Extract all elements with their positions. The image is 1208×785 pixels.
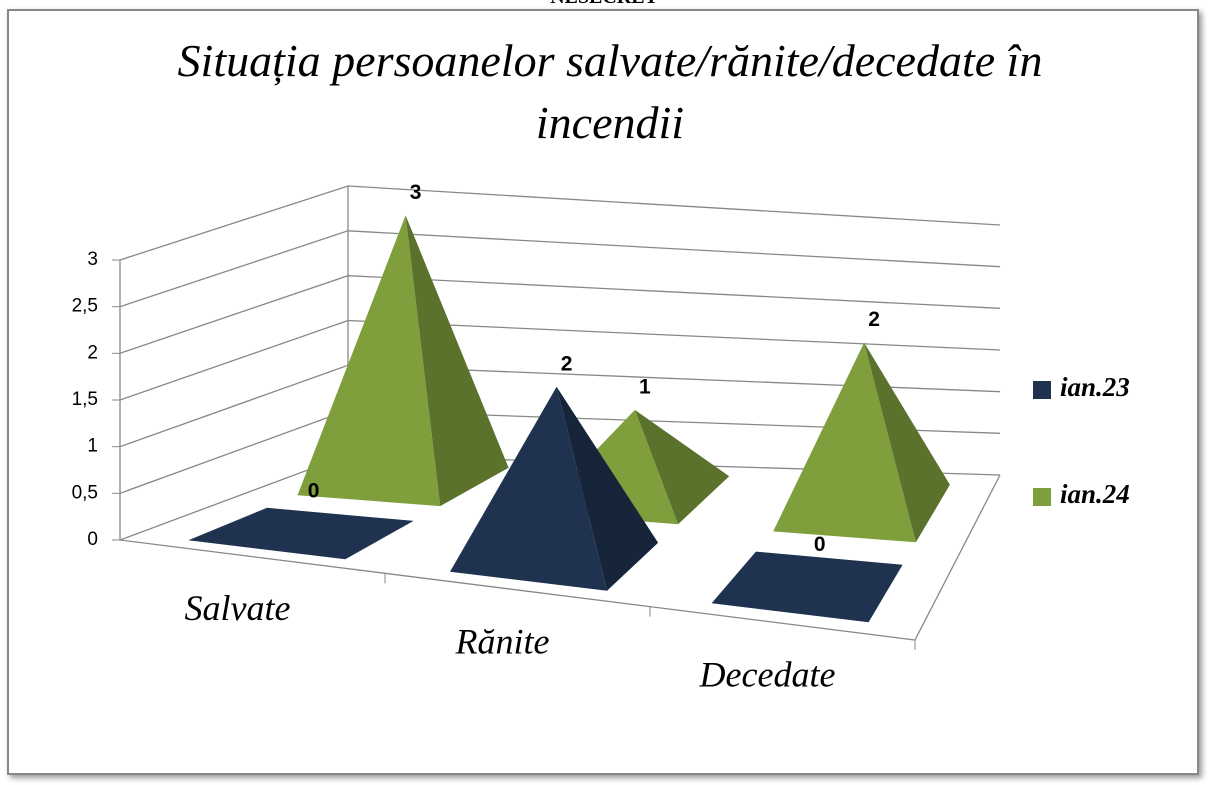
pyramid-side [634,409,730,525]
data-label: 2 [868,308,880,331]
pyramid-base [711,551,903,623]
x-tick-label: Decedate [699,655,836,695]
pyramid-base [188,507,414,560]
legend-swatch [1033,381,1051,399]
data-label: 3 [410,181,422,204]
y-tick-label: 0 [87,529,98,550]
y-tick-label: 2 [87,342,98,363]
pyramid-side [405,215,509,507]
data-label: 0 [814,533,826,556]
pyramid-side [864,342,950,543]
pyramid-face [297,215,441,507]
y-tick-label: 0,5 [72,482,98,503]
pyramid-side [556,386,659,591]
y-tick-label: 1,5 [72,389,98,410]
y-tick-label: 2,5 [72,296,98,317]
legend-label: ian.23 [1060,372,1130,402]
chart-title: Situația persoanelor salvate/rănite/dece… [177,35,1043,148]
y-tick-label: 1 [87,436,98,457]
data-label: 2 [561,352,573,375]
x-tick-label: Rănite [455,621,550,661]
data-label: 0 [308,480,320,503]
pyramid-face [773,342,916,543]
page-label: NESECRET [0,0,1208,9]
legend-label: ian.24 [1060,479,1130,509]
y-tick-label: 3 [87,249,98,270]
legend-swatch [1033,488,1051,506]
data-label: 1 [639,375,651,398]
x-tick-label: Salvate [185,588,291,628]
pyramid-face [450,386,607,591]
